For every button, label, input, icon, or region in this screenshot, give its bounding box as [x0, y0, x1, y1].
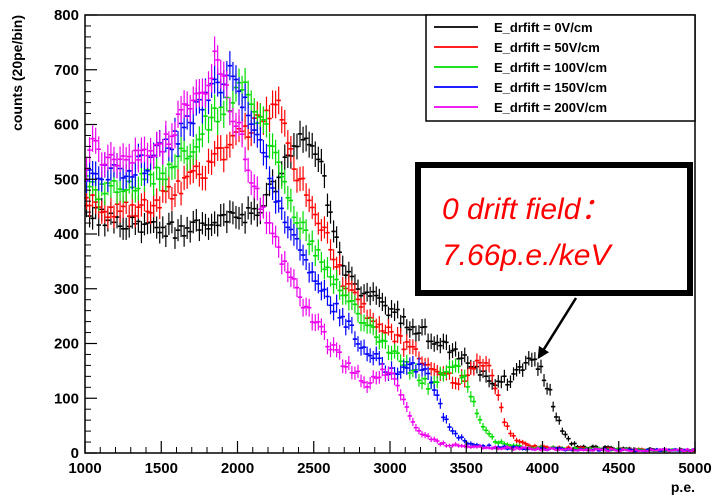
x-tick-label: 4500 [602, 460, 635, 477]
y-tick-label: 500 [54, 171, 79, 188]
annotation-text-line-2: 7.66p.e./keV [442, 239, 613, 272]
x-tick-label: 5000 [678, 460, 711, 477]
y-tick-label: 800 [54, 7, 79, 24]
legend-label: E_drfift = 100V/cm [494, 60, 607, 75]
annotation-arrow [537, 297, 578, 360]
legend-label: E_drfift = 50V/cm [494, 40, 600, 55]
y-tick-label: 600 [54, 117, 79, 134]
x-axis-title: p.e. [671, 479, 695, 495]
x-tick-label: 3000 [373, 460, 406, 477]
x-tick-label: 1500 [145, 460, 178, 477]
y-tick-label: 400 [54, 226, 79, 243]
y-tick-label: 0 [71, 445, 79, 462]
legend-label: E_drfift = 200V/cm [494, 100, 607, 115]
y-tick-label: 200 [54, 336, 79, 353]
x-tick-label: 3500 [450, 460, 483, 477]
series-5 [84, 36, 696, 453]
legend: E_drfift = 0V/cm E_drfift = 50V/cm E_drfif… [425, 14, 696, 122]
axes: 1000 1500 2000 2500 3000 3500 4000 4500 5000 0 100… [9, 7, 712, 495]
x-tick-label: 4000 [526, 460, 559, 477]
annotation-box [415, 162, 693, 296]
legend-label: E_drfift = 150V/cm [494, 80, 607, 95]
y-tick-label: 300 [54, 281, 79, 298]
y-tick-label: 700 [54, 62, 79, 79]
y-tick-label: 100 [54, 390, 79, 407]
x-tick-label: 2500 [297, 460, 330, 477]
annotation: 0 drift field： 7.66p.e./keV [415, 162, 693, 360]
x-tick-label: 2000 [221, 460, 254, 477]
data-series [84, 36, 696, 453]
y-axis-title: counts (20pe/bin) [9, 15, 25, 131]
x-tick-label: 1000 [68, 460, 101, 477]
legend-label: E_drfift = 0V/cm [494, 20, 593, 35]
annotation-text-line-1: 0 drift field： [442, 193, 610, 226]
legend-box [425, 14, 696, 122]
